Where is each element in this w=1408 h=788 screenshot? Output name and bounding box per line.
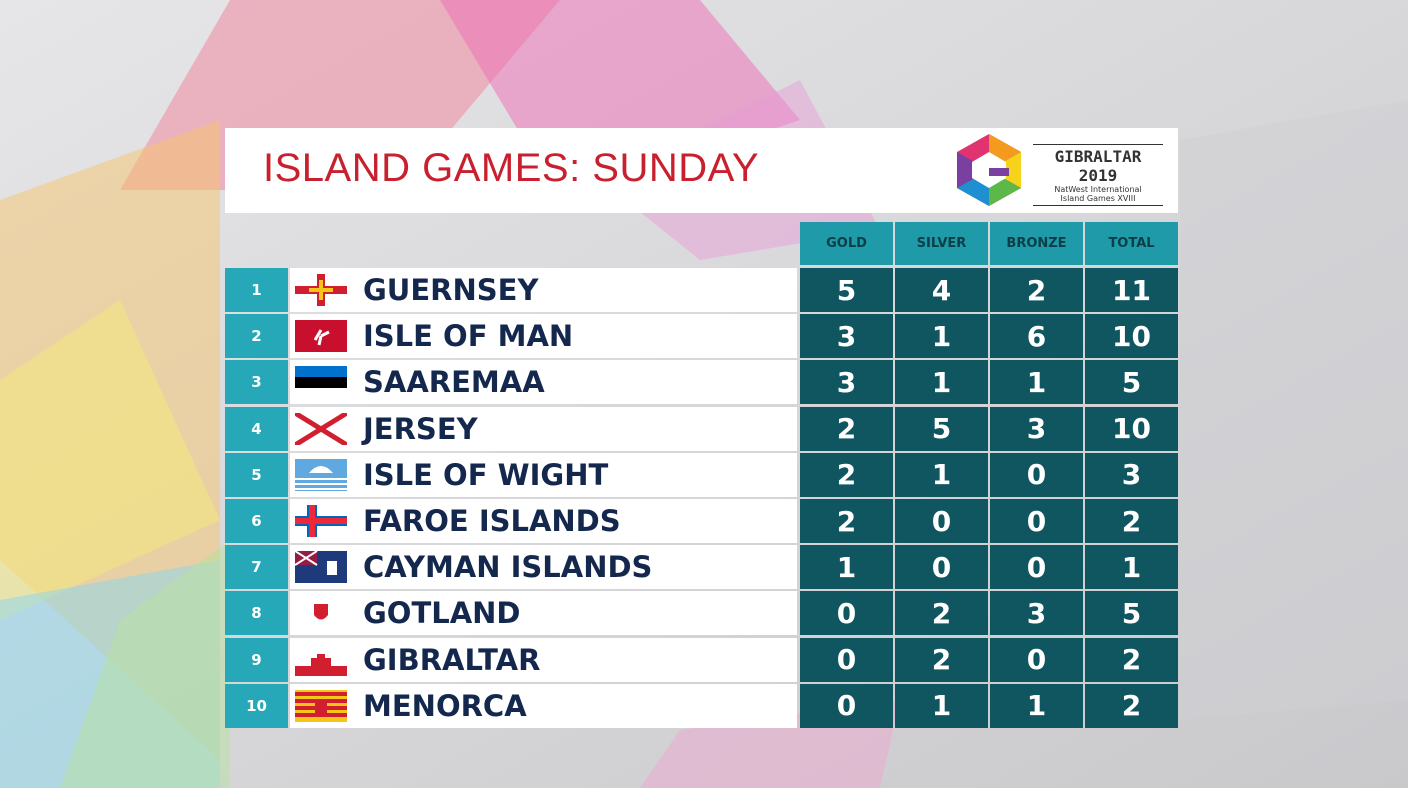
medal-count: 3	[990, 406, 1083, 451]
logo-text: GIBRALTAR 2019 NatWest International Isl…	[1033, 144, 1163, 206]
rank: 4	[225, 406, 288, 451]
logo-line: NatWest International	[1054, 185, 1142, 194]
country-cell: FAROE ISLANDS	[290, 499, 797, 543]
medal-count: 0	[990, 545, 1083, 590]
medal-count: 0	[800, 637, 893, 682]
column-header: SILVER	[895, 222, 988, 265]
rank: 6	[225, 499, 288, 543]
medal-count: 2	[1085, 683, 1178, 728]
medal-count: 3	[990, 591, 1083, 636]
country: ISLE OF MAN	[363, 319, 574, 354]
medal-count: 1	[990, 683, 1083, 728]
country: CAYMAN ISLANDS	[363, 550, 653, 585]
medal-count: 0	[990, 499, 1083, 543]
country-cell: ISLE OF MAN	[290, 314, 797, 359]
medal-count: 0	[895, 545, 988, 590]
medal-count: 2	[800, 452, 893, 497]
medal-count: 1	[990, 360, 1083, 405]
rank: 10	[225, 683, 288, 728]
flag	[295, 320, 347, 353]
medal-count: 3	[800, 360, 893, 405]
medal-count: 3	[800, 314, 893, 359]
medal-count: 0	[800, 683, 893, 728]
flag	[295, 551, 347, 584]
medal-count: 1	[1085, 545, 1178, 590]
medal-count: 0	[990, 637, 1083, 682]
medal-count: 5	[1085, 591, 1178, 636]
medal-count: 1	[895, 452, 988, 497]
medal-count: 11	[1085, 268, 1178, 312]
medal-count: 2	[990, 268, 1083, 312]
medal-count: 2	[1085, 499, 1178, 543]
country: JERSEY	[363, 411, 478, 446]
medal-count: 5	[895, 406, 988, 451]
medal-count: 0	[895, 499, 988, 543]
column-header: GOLD	[800, 222, 893, 265]
country-cell: GOTLAND	[290, 591, 797, 636]
country-cell: MENORCA	[290, 683, 797, 728]
country: MENORCA	[363, 688, 527, 723]
medal-count: 5	[800, 268, 893, 312]
column-header: BRONZE	[990, 222, 1083, 265]
country-cell: GUERNSEY	[290, 268, 797, 312]
country-cell: GIBRALTAR	[290, 637, 797, 682]
medal-count: 2	[800, 406, 893, 451]
country-cell: SAAREMAA	[290, 360, 797, 405]
rank: 2	[225, 314, 288, 359]
medal-count: 0	[800, 591, 893, 636]
medal-count: 0	[990, 452, 1083, 497]
country: ISLE OF WIGHT	[363, 457, 609, 492]
medal-count: 10	[1085, 406, 1178, 451]
country-cell: ISLE OF WIGHT	[290, 452, 797, 497]
medal-count: 3	[1085, 452, 1178, 497]
country: GIBRALTAR	[363, 642, 541, 677]
medal-count: 6	[990, 314, 1083, 359]
medal-count: 2	[1085, 637, 1178, 682]
logo-mark	[957, 134, 1021, 206]
country: SAAREMAA	[363, 365, 545, 400]
country: GUERNSEY	[363, 273, 539, 307]
rank: 7	[225, 545, 288, 590]
rank: 1	[225, 268, 288, 312]
flag	[295, 366, 347, 399]
flag	[295, 274, 347, 306]
medal-count: 2	[895, 637, 988, 682]
flag	[295, 689, 347, 722]
flag	[295, 505, 347, 537]
flag	[295, 643, 347, 676]
medal-count: 1	[895, 683, 988, 728]
flag	[295, 458, 347, 491]
medal-count: 5	[1085, 360, 1178, 405]
medal-count: 2	[800, 499, 893, 543]
rank: 8	[225, 591, 288, 636]
medal-count: 1	[895, 360, 988, 405]
medal-count: 2	[895, 591, 988, 636]
rank: 9	[225, 637, 288, 682]
title: ISLAND GAMES: SUNDAY	[263, 146, 760, 190]
rank: 5	[225, 452, 288, 497]
flag	[295, 597, 347, 630]
medal-count: 1	[895, 314, 988, 359]
country-cell: CAYMAN ISLANDS	[290, 545, 797, 590]
logo-line: Island Games XVIII	[1060, 194, 1136, 203]
column-header: TOTAL	[1085, 222, 1178, 265]
rank: 3	[225, 360, 288, 405]
country: FAROE ISLANDS	[363, 504, 621, 538]
flag	[295, 412, 347, 445]
medal-count: 1	[800, 545, 893, 590]
logo-name: GIBRALTAR 2019	[1054, 147, 1142, 185]
medal-count: 4	[895, 268, 988, 312]
title-box: ISLAND GAMES: SUNDAY GIBRALTAR 2019 NatW…	[225, 128, 1178, 213]
country: GOTLAND	[363, 596, 521, 631]
medal-count: 10	[1085, 314, 1178, 359]
country-cell: JERSEY	[290, 406, 797, 451]
